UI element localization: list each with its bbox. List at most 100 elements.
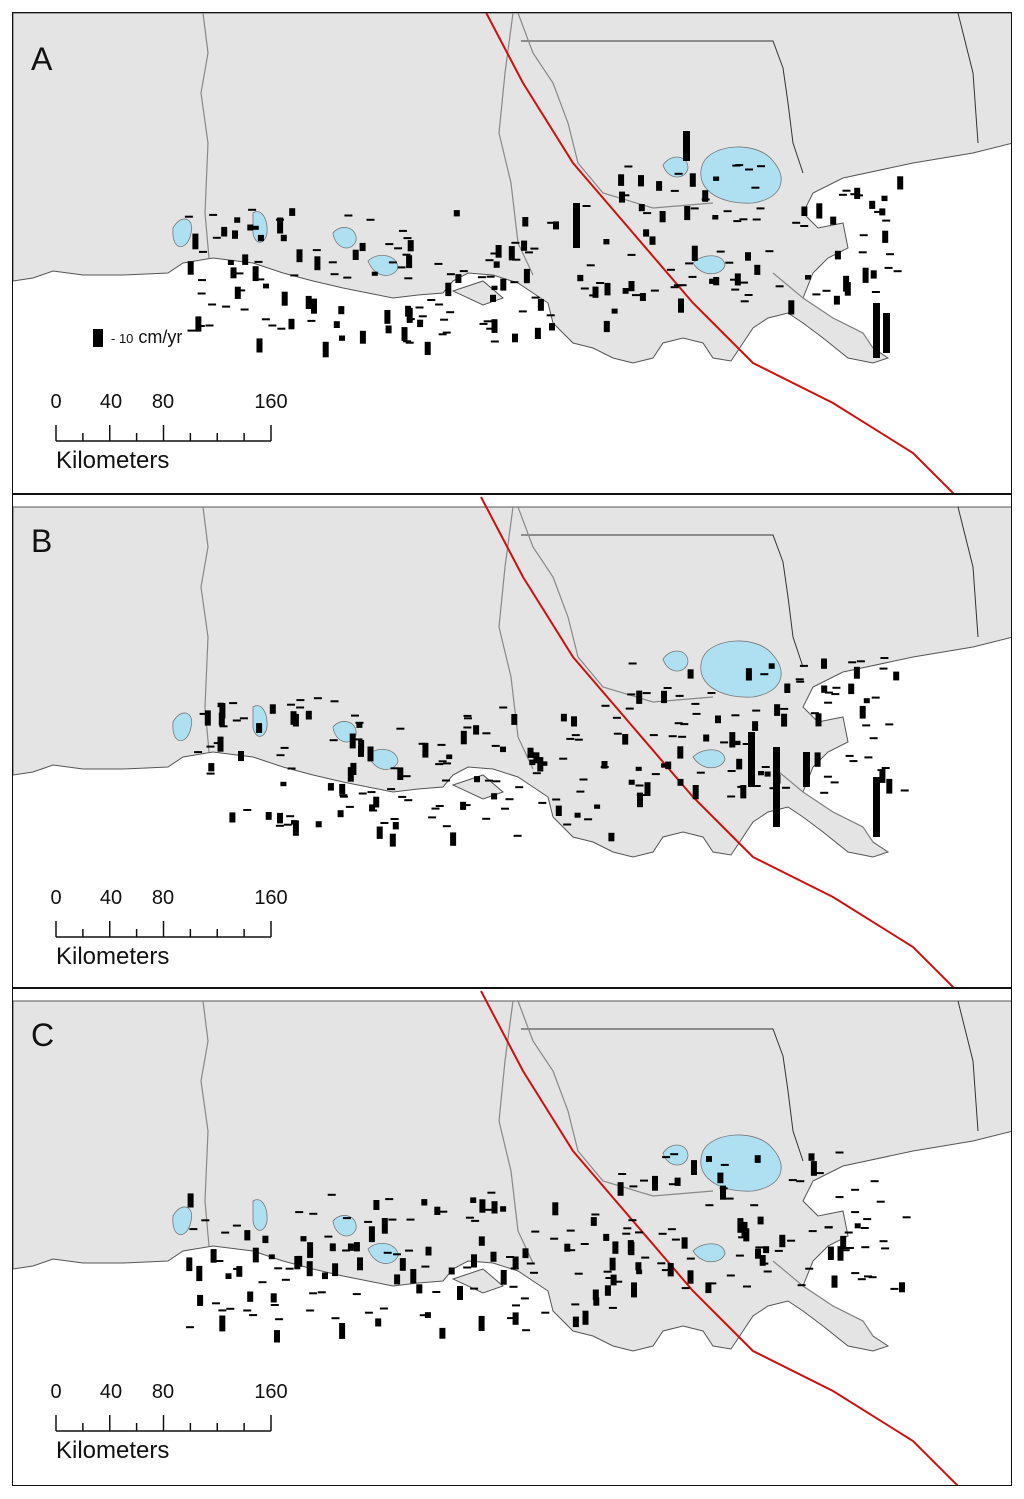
- rate-bar: [727, 795, 736, 798]
- rate-bar: [670, 1153, 679, 1156]
- rate-bar: [738, 1236, 747, 1239]
- scale-ruler: [55, 425, 272, 442]
- rate-bar: [507, 1317, 515, 1320]
- rate-bar: [401, 327, 408, 341]
- rate-bar: [280, 781, 287, 787]
- rate-bar: [674, 172, 683, 175]
- rate-bar: [571, 1303, 580, 1306]
- rate-bar: [876, 1200, 885, 1203]
- rate-bar: [684, 206, 691, 221]
- rate-bar: [681, 1237, 688, 1249]
- rate-bar: [219, 1315, 226, 1332]
- rate-bar: [737, 1218, 744, 1233]
- rate-bar: [305, 710, 312, 720]
- rate-bar: [269, 704, 276, 714]
- rate-bar: [663, 687, 672, 689]
- rate-bar: [277, 217, 284, 234]
- rate-bar: [471, 1254, 477, 1268]
- rate-bar: [379, 1307, 388, 1310]
- rate-bar: [752, 721, 759, 731]
- lake: [367, 748, 399, 770]
- rate-bar: [885, 723, 894, 726]
- rate-bar: [712, 215, 719, 220]
- rate-bar: [275, 1318, 284, 1321]
- rate-bar: [873, 303, 880, 358]
- rate-bar: [268, 324, 277, 327]
- rate-bar: [229, 812, 236, 823]
- rate-bar: [882, 230, 889, 243]
- rate-bar: [644, 782, 651, 796]
- rate-bar: [768, 663, 775, 669]
- rate-bar: [396, 727, 405, 730]
- rate-bar: [343, 276, 352, 279]
- rate-bar: [275, 824, 284, 827]
- rate-bar: [403, 237, 412, 240]
- rate-bar: [460, 730, 467, 745]
- rate-bar: [491, 744, 500, 747]
- rate-bar: [731, 288, 740, 291]
- rate-bar: [487, 1191, 496, 1194]
- rate-bar: [306, 1309, 315, 1312]
- rate-bar: [410, 1269, 417, 1284]
- rate-bar: [643, 229, 650, 237]
- rate-bar: [661, 763, 668, 768]
- rate-bar: [833, 295, 840, 305]
- rate-bar: [510, 281, 519, 284]
- scale-tick-label: 80: [151, 1381, 175, 1403]
- rate-bar: [864, 756, 873, 759]
- rate-bar: [656, 181, 663, 191]
- rate-bar: [614, 1280, 623, 1283]
- rate-bar: [593, 1297, 600, 1306]
- rate-bar: [577, 274, 584, 282]
- rate-bar: [725, 261, 734, 264]
- rate-bar: [232, 719, 241, 722]
- rate-bar: [641, 1256, 650, 1259]
- land-region: [13, 506, 1011, 858]
- rate-bar: [821, 685, 828, 693]
- rate-bar: [674, 722, 683, 725]
- rate-bar: [470, 1287, 479, 1290]
- rate-bar: [337, 810, 344, 818]
- rate-bar: [605, 1277, 614, 1279]
- rate-bar: [405, 341, 414, 344]
- rate-bar: [824, 1226, 833, 1229]
- rate-bar: [652, 1175, 658, 1191]
- rate-bar: [219, 703, 226, 719]
- rate-bar: [234, 217, 241, 223]
- rate-bar: [277, 812, 283, 824]
- rate-bar: [397, 767, 404, 780]
- rate-bar: [464, 717, 472, 720]
- rate-bar: [881, 1247, 890, 1250]
- rate-bar: [871, 291, 880, 293]
- rate-bar: [445, 282, 452, 297]
- rate-bar: [197, 292, 206, 295]
- rate-bar: [309, 1292, 318, 1295]
- rate-bar: [510, 1267, 519, 1270]
- rate-bar: [871, 696, 880, 699]
- rate-bar: [512, 1304, 520, 1307]
- rate-bar: [407, 240, 414, 252]
- rate-bar: [327, 783, 334, 791]
- panel-label-c: C: [31, 1017, 55, 1053]
- rate-bar: [553, 221, 559, 230]
- rate-bar: [306, 1261, 313, 1277]
- rate-bar: [422, 742, 429, 758]
- rate-bar: [215, 1260, 224, 1262]
- rate-bar: [780, 707, 789, 710]
- rate-bar: [448, 1267, 455, 1275]
- rate-bar: [212, 236, 221, 239]
- rate-bar: [757, 1216, 764, 1225]
- rate-bar: [389, 833, 396, 847]
- rate-bar: [821, 658, 827, 669]
- rate-bar: [678, 298, 684, 313]
- rate-bar: [830, 781, 839, 784]
- rate-bar: [893, 671, 900, 681]
- rate-bar: [703, 734, 710, 742]
- rate-bar: [385, 325, 392, 334]
- panel-label-a: A: [31, 41, 53, 77]
- rate-bar: [580, 1243, 589, 1245]
- rate-bar: [495, 245, 502, 258]
- rate-bar: [197, 1294, 204, 1306]
- rate-bar: [242, 254, 249, 265]
- rate-bar: [661, 1269, 670, 1272]
